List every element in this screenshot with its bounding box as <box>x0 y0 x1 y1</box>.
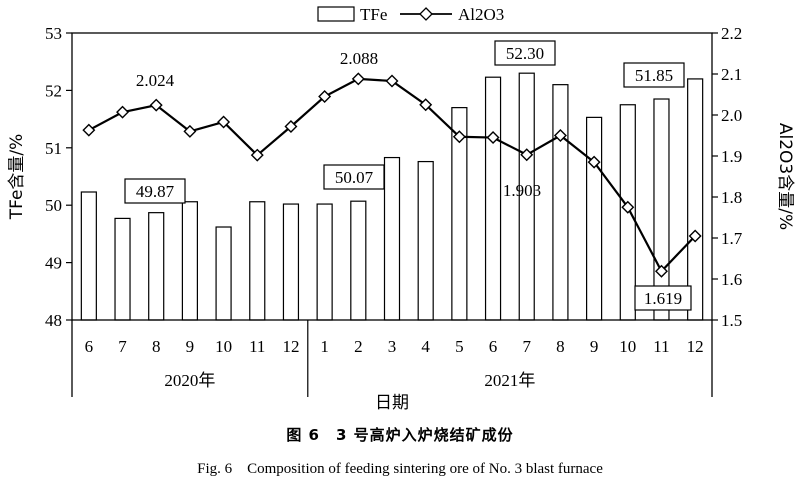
right-tick-label: 1.6 <box>721 270 742 289</box>
annotation-label: 51.85 <box>635 66 673 85</box>
right-tick-label: 2.1 <box>721 65 742 84</box>
legend-al2o3-marker <box>419 7 433 21</box>
annotation-box <box>323 164 385 190</box>
al2o3-marker-19 <box>688 229 702 243</box>
left-axis-title: TFe含量/% <box>7 134 27 221</box>
annotation-label: 2.024 <box>136 71 175 90</box>
al2o3-marker-14 <box>520 148 534 162</box>
category-label: 8 <box>556 337 565 356</box>
year-group-label: 2020年 <box>164 371 215 390</box>
annotation-label: 50.07 <box>335 168 374 187</box>
annotation-label: 1.903 <box>503 181 541 200</box>
left-tick-label: 51 <box>45 139 62 158</box>
tfe-bar-19 <box>687 78 704 321</box>
figure-caption-cn: 图 6 3 号高炉入炉烧结矿成份 <box>286 426 514 444</box>
category-label: 10 <box>215 337 232 356</box>
legend-tfe-swatch <box>317 6 355 22</box>
al2o3-marker-18 <box>654 264 668 278</box>
left-tick-label: 52 <box>45 81 62 100</box>
tfe-bar-5 <box>215 226 232 321</box>
al2o3-marker-5 <box>217 115 231 129</box>
category-label: 4 <box>421 337 430 356</box>
right-axis-title: Al2O3含量/% <box>775 123 795 230</box>
left-tick-label: 53 <box>45 24 62 43</box>
legend-tfe-label: TFe <box>360 5 387 24</box>
category-label: 8 <box>152 337 161 356</box>
annotation-label: 52.30 <box>506 44 544 63</box>
category-label: 5 <box>455 337 464 356</box>
tfe-bar-7 <box>282 203 300 321</box>
tfe-bar-2 <box>114 217 131 321</box>
category-label: 9 <box>186 337 195 356</box>
tfe-bar-16 <box>586 116 603 321</box>
annotation-box <box>494 40 556 66</box>
category-label: 6 <box>85 337 94 356</box>
tfe-bar-3 <box>148 212 165 321</box>
annotation-label: 2.088 <box>340 49 378 68</box>
left-tick-label: 48 <box>45 311 62 330</box>
tfe-bar-13 <box>484 76 502 321</box>
al2o3-marker-10 <box>385 74 399 88</box>
plot-frame <box>71 32 713 321</box>
category-label: 1 <box>320 337 329 356</box>
right-tick-label: 2.0 <box>721 106 742 125</box>
al2o3-marker-8 <box>318 90 332 104</box>
al2o3-marker-6 <box>250 148 264 162</box>
category-label: 6 <box>489 337 498 356</box>
tfe-bar-11 <box>417 160 434 321</box>
al2o3-marker-3 <box>149 98 163 112</box>
al2o3-marker-12 <box>452 130 466 144</box>
year-group-label: 2021年 <box>484 371 535 390</box>
category-label: 7 <box>118 337 127 356</box>
right-tick-label: 1.8 <box>721 188 742 207</box>
legend-al2o3-label: Al2O3 <box>458 5 504 24</box>
al2o3-marker-1 <box>82 123 96 137</box>
al2o3-marker-4 <box>183 124 197 138</box>
annotation-box <box>623 62 685 88</box>
annotation-box <box>124 178 186 204</box>
category-label: 7 <box>522 337 531 356</box>
al2o3-marker-11 <box>419 98 433 112</box>
tfe-bar-4 <box>181 201 198 321</box>
category-label: 12 <box>687 337 704 356</box>
category-label: 12 <box>282 337 299 356</box>
category-label: 9 <box>590 337 599 356</box>
al2o3-marker-7 <box>284 119 298 133</box>
right-tick-label: 1.9 <box>721 147 742 166</box>
x-axis-title: 日期 <box>375 393 409 413</box>
category-label: 3 <box>388 337 397 356</box>
figure-caption-en: Fig. 6 Composition of feeding sintering … <box>197 461 603 477</box>
annotation-label: 1.619 <box>644 289 682 308</box>
category-label: 11 <box>653 337 669 356</box>
annotation-box <box>634 285 692 311</box>
al2o3-marker-9 <box>351 72 365 86</box>
annotation-label: 49.87 <box>136 182 175 201</box>
right-tick-label: 2.2 <box>721 24 742 43</box>
al2o3-marker-15 <box>553 129 567 142</box>
left-tick-label: 50 <box>45 196 62 215</box>
tfe-bar-10 <box>383 156 401 321</box>
tfe-bar-6 <box>249 201 266 321</box>
al2o3-marker-13 <box>486 131 500 145</box>
tfe-bar-1 <box>80 191 97 321</box>
tfe-bar-15 <box>552 84 569 321</box>
al2o3-marker-17 <box>621 200 635 214</box>
al2o3-marker-16 <box>587 155 601 169</box>
category-label: 11 <box>249 337 265 356</box>
left-tick-label: 49 <box>45 254 62 273</box>
category-label: 10 <box>619 337 636 356</box>
tfe-bar-8 <box>316 203 333 321</box>
tfe-bar-9 <box>350 200 367 321</box>
category-label: 2 <box>354 337 363 356</box>
al2o3-marker-2 <box>116 105 130 119</box>
right-tick-label: 1.5 <box>721 311 742 330</box>
right-tick-label: 1.7 <box>721 229 743 248</box>
